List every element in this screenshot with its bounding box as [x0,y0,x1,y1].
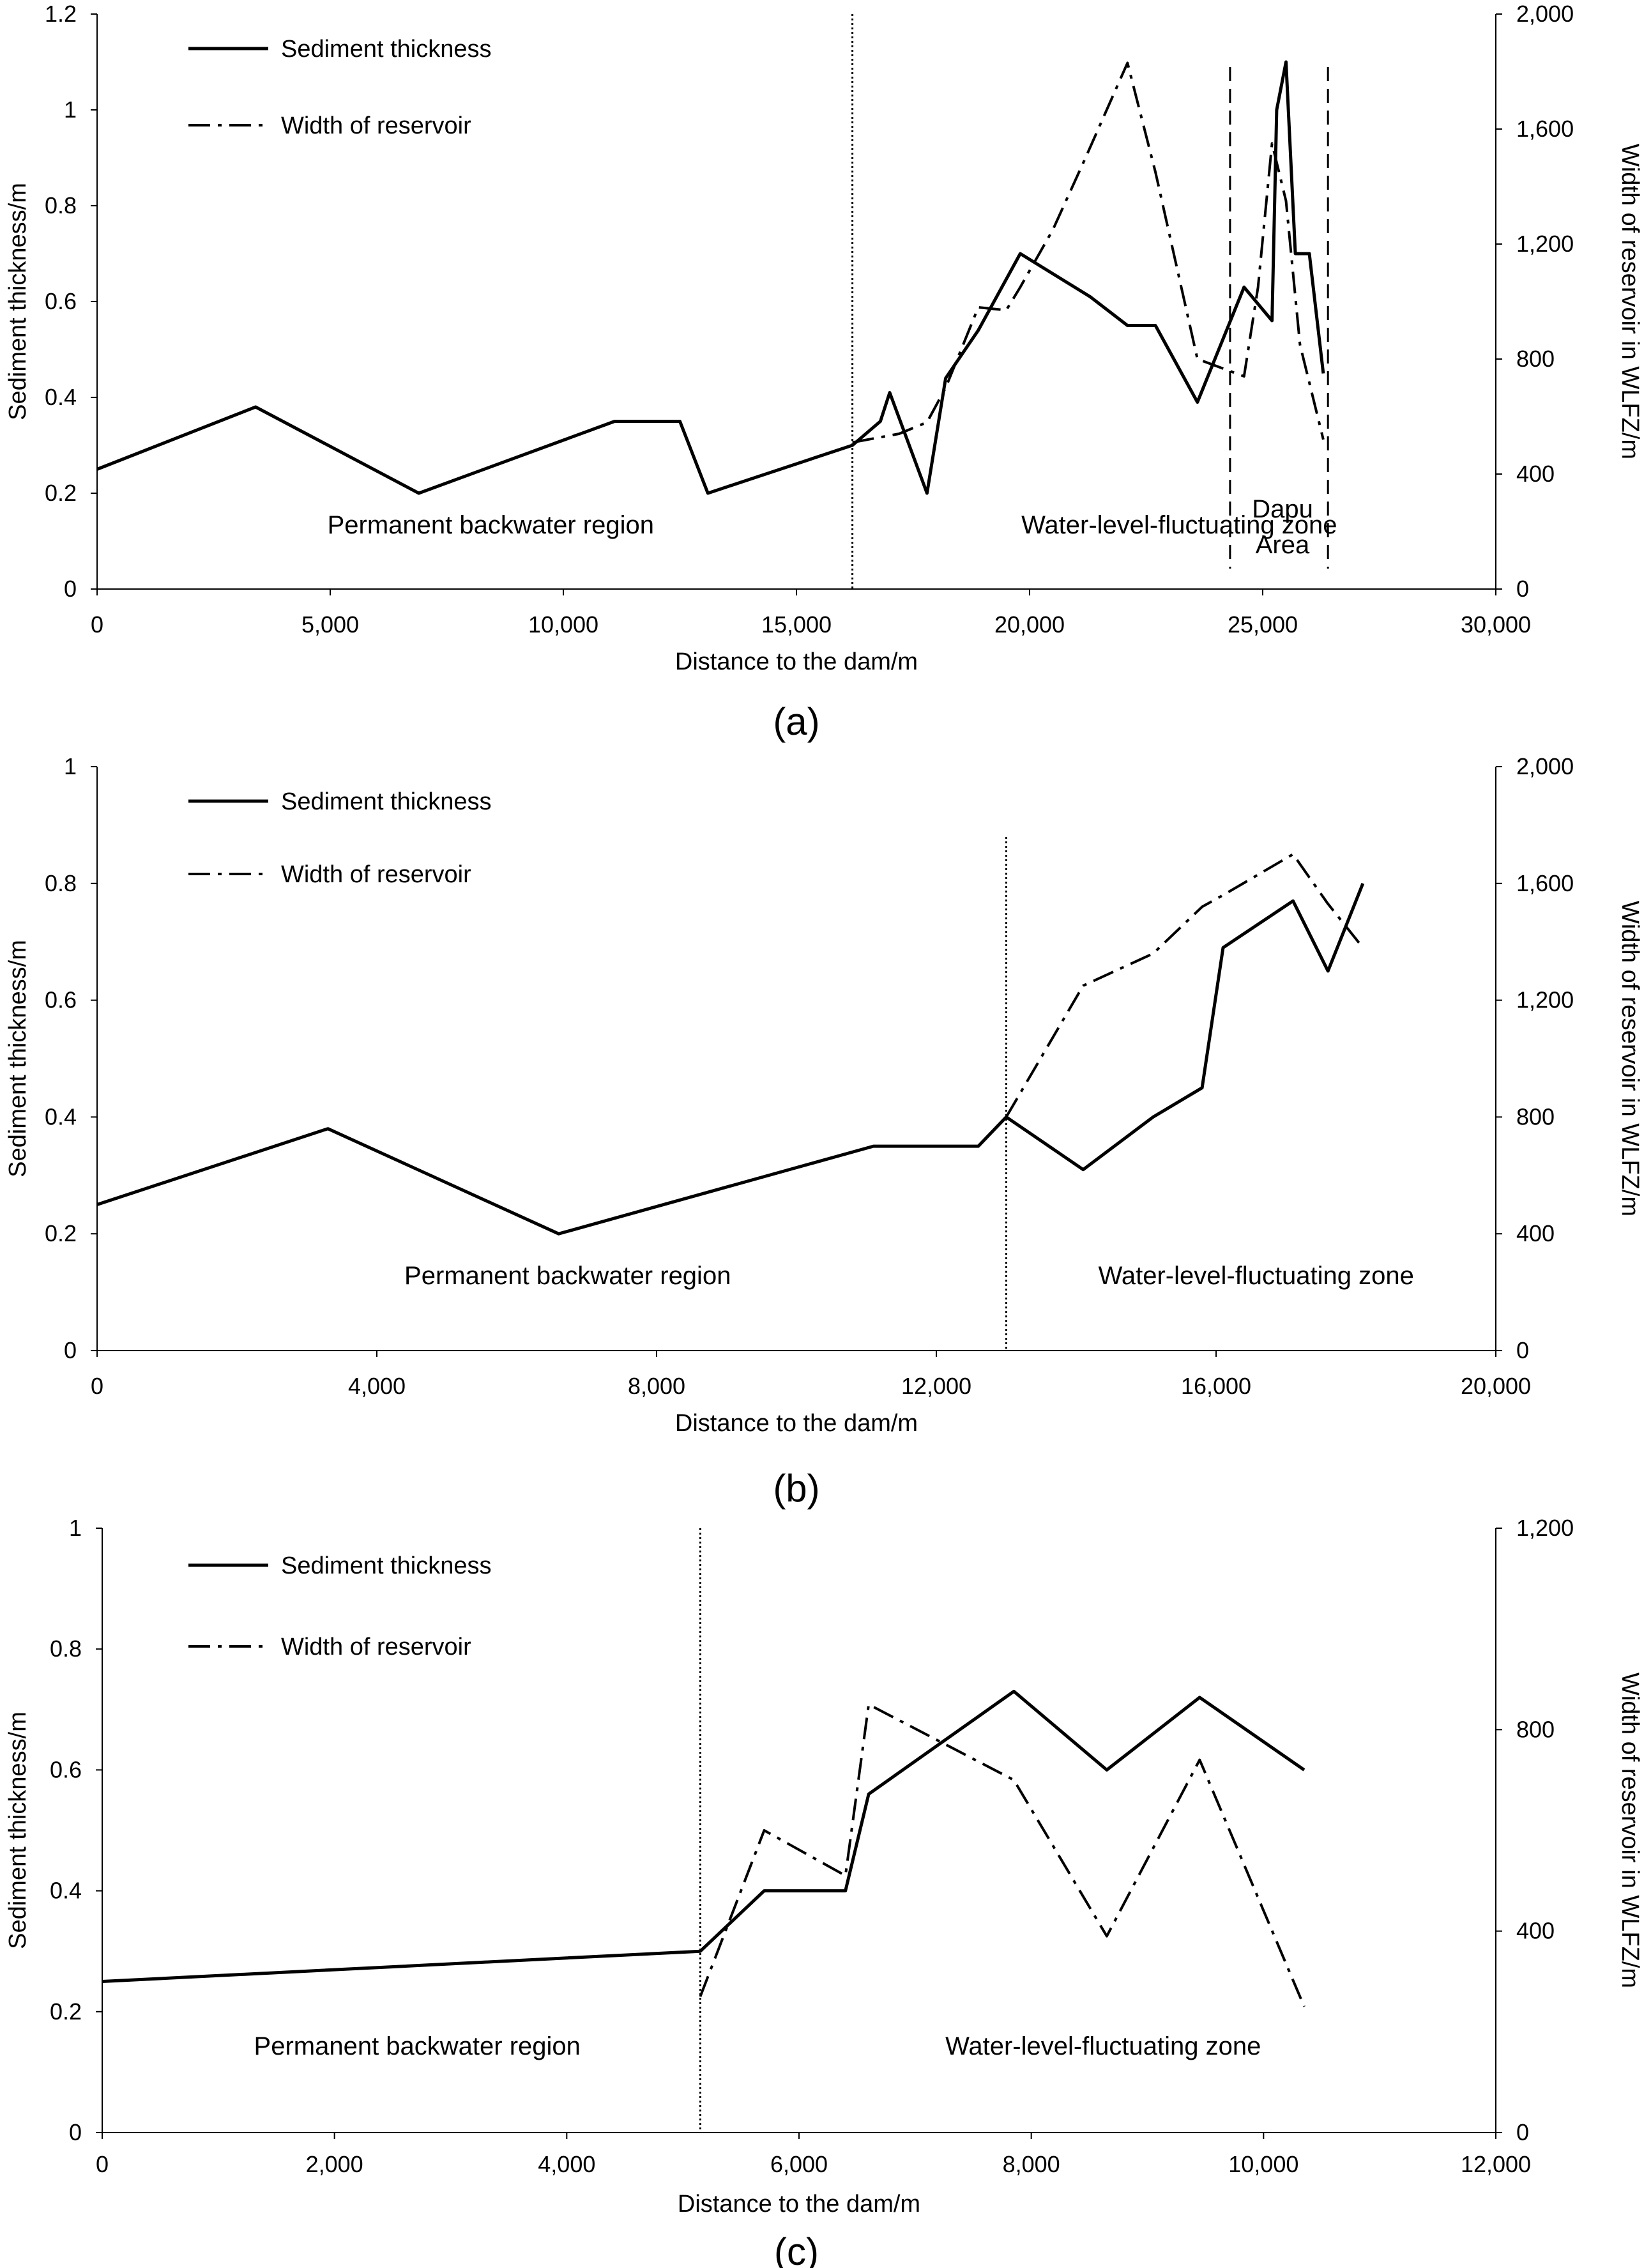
legend-width-label: Width of reservoir [281,861,471,888]
region-label-backwater: Permanent backwater region [404,1262,731,1290]
panel-2: 0 4,000 8,000 12,000 16,000 20,00000.20.40.60… [4,753,1643,1510]
panel-label: (a) [773,700,819,743]
y-tick-label: 0.2 [45,480,77,506]
y2-tick-label: 800 [1516,1716,1555,1742]
x-tick-label: 20,000 [1461,1373,1531,1399]
x-axis-title: Distance to the dam/m [678,2191,920,2218]
sediment-thickness-line [96,60,1325,495]
y2-tick-label: 1,200 [1516,987,1574,1013]
reservoir-width-line [1005,853,1364,1118]
y-tick-label: 0.8 [45,870,77,896]
y2-tick-label: 800 [1516,1103,1555,1130]
x-tick-label: 0 [91,1373,103,1399]
y-tick-label: 1 [69,1515,82,1541]
x-tick-label: 0 [96,2151,109,2177]
sediment-thickness-line [102,1689,1305,1983]
y-tick-label: 0.6 [45,987,77,1013]
legend-sediment-label: Sediment thickness [281,36,492,63]
x-tick-label: 12,000 [901,1373,971,1399]
x-tick-label: 10,000 [1228,2151,1298,2177]
x-axis-title: Distance to the dam/m [675,648,918,675]
x-tick-label: 12,000 [1461,2151,1531,2177]
y-tick-label: 0.8 [50,1636,82,1662]
y2-axis-title: Width of reservoir in WLFZ/m [1617,1673,1643,1988]
y-tick-label: 0.2 [45,1220,77,1246]
region-label-backwater: Permanent backwater region [254,2032,581,2060]
y-tick-label: 0.2 [50,1998,82,2025]
x-tick-label: 6,000 [770,2151,828,2177]
x-tick-label: 16,000 [1181,1373,1251,1399]
y-tick-label: 1 [64,96,77,123]
y2-tick-label: 1,600 [1516,116,1574,142]
y-tick-label: 0.4 [50,1878,82,1904]
y-tick-label: 0.4 [45,1103,77,1130]
x-tick-label: 8,000 [628,1373,685,1399]
x-tick-label: 0 [91,611,103,638]
legend-sediment-label: Sediment thickness [281,1552,492,1579]
legend-sediment-label: Sediment thickness [281,788,492,815]
y-tick-label: 1 [64,753,77,779]
x-tick-label: 10,000 [528,611,598,638]
reservoir-width-line [852,61,1325,444]
y-axis-title: Sediment thickness/m [4,940,31,1177]
sediment-thickness-line [96,882,1365,1236]
legend-width-label: Width of reservoir [281,112,471,139]
y-axis-title: Sediment thickness/m [4,1712,31,1949]
y2-tick-label: 2,000 [1516,753,1574,779]
reservoir-width-line [699,1703,1305,2007]
y-tick-label: 1.2 [45,1,77,27]
panel-1: 0 5,000 10,000 15,000 20,000 25,000 30,000 0 0.2… [4,1,1643,743]
x-tick-label: 15,000 [761,611,832,638]
x-tick-label: 5,000 [301,611,359,638]
y2-tick-label: 400 [1516,1918,1555,1944]
y-tick-label: 0 [69,2119,82,2145]
y-axis-title: Sediment thickness/m [4,183,31,420]
y2-tick-label: 2,000 [1516,1,1574,27]
y-tick-label: 0.6 [45,288,77,314]
x-tick-label: 4,000 [348,1373,406,1399]
y2-axis-title: Width of reservoir in WLFZ/m [1617,144,1643,459]
legend-width-label: Width of reservoir [281,1634,471,1660]
y2-tick-label: 1,200 [1516,231,1574,257]
y2-tick-label: 1,600 [1516,870,1574,896]
dapu-area-label: Area [1256,531,1310,559]
panel-label: (b) [773,1467,819,1510]
y-tick-label: 0.8 [45,192,77,218]
x-tick-label: 2,000 [306,2151,363,2177]
x-axis-title: Distance to the dam/m [675,1410,918,1437]
y-tick-label: 0.6 [50,1756,82,1782]
region-label-wlfz: Water-level-fluctuating zone [1021,511,1337,539]
y2-tick-label: 1,200 [1516,1515,1574,1541]
y2-tick-label: 0 [1516,1337,1529,1363]
y2-axis-title: Width of reservoir in WLFZ/m [1617,901,1643,1216]
x-tick-label: 8,000 [1003,2151,1060,2177]
y2-tick-label: 0 [1516,2119,1529,2145]
y2-tick-label: 800 [1516,346,1555,372]
y-tick-label: 0 [64,1337,77,1363]
x-tick-label: 4,000 [538,2151,595,2177]
region-label-wlfz: Water-level-fluctuating zone [1099,1262,1414,1290]
y-tick-label: 0.4 [45,384,77,410]
x-tick-label: 25,000 [1228,611,1298,638]
x-tick-label: 30,000 [1461,611,1531,638]
region-label-wlfz: Water-level-fluctuating zone [945,2032,1261,2060]
region-label-backwater: Permanent backwater region [328,511,654,539]
panel-3: 0 2,000 4,000 6,000 8,000 10,000 12,000 0 0.2 0.4… [4,1515,1643,2268]
y2-tick-label: 0 [1516,576,1529,602]
panel-label: (c) [774,2230,819,2268]
dapu-label: Dapu [1252,495,1313,523]
y2-tick-label: 400 [1516,1220,1555,1246]
x-tick-label: 20,000 [994,611,1065,638]
y2-tick-label: 400 [1516,461,1555,487]
y-tick-label: 0 [64,576,77,602]
